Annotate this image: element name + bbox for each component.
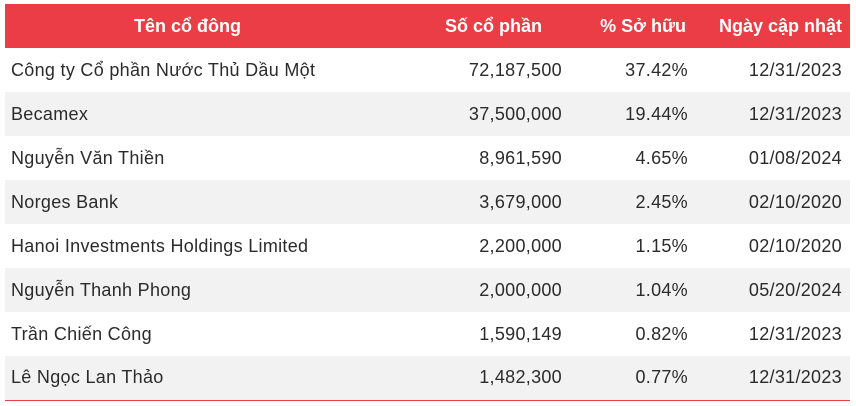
ownership-percent: 1.04% <box>635 279 688 300</box>
column-header-shares[interactable]: Số cổ phần <box>444 15 542 36</box>
share-count: 1,482,300 <box>370 356 562 401</box>
table-row: Nguyễn Văn Thiền 8,961,590 4.65% 01/08/2… <box>5 136 850 180</box>
shareholder-name: Lê Ngọc Lan Thảo <box>5 356 370 401</box>
table-row: Nguyễn Thanh Phong 2,000,000 1.04% 05/20… <box>5 268 850 312</box>
shareholder-name: Nguyễn Thanh Phong <box>11 279 192 300</box>
ownership-percent: 37.42% <box>625 59 688 80</box>
shareholder-name: Hanoi Investments Holdings Limited <box>11 235 309 256</box>
ownership-percent: 4.65% <box>635 147 688 168</box>
share-count: 1,590,149 <box>479 323 562 344</box>
column-header-update-date[interactable]: Ngày cập nhật <box>718 15 842 36</box>
shareholder-name: Trần Chiến Công <box>11 323 152 344</box>
table-body: Công ty Cổ phần Nước Thủ Dầu Một 72,187,… <box>5 48 850 401</box>
update-date: 02/10/2020 <box>748 235 842 256</box>
table-row: Becamex 37,500,000 19.44% 12/31/2023 <box>5 92 850 136</box>
ownership-percent: 1.15% <box>635 235 688 256</box>
shareholder-name: Norges Bank <box>11 191 119 212</box>
shareholder-name: Becamex <box>11 103 89 124</box>
header-row: Tên cổ đông Số cổ phần % Sở hữu Ngày cập… <box>5 4 850 48</box>
share-count: 3,679,000 <box>479 191 562 212</box>
update-date: 02/10/2020 <box>748 191 842 212</box>
share-count: 72,187,500 <box>468 59 562 80</box>
share-count: 8,961,590 <box>479 147 562 168</box>
update-date: 05/20/2024 <box>748 279 842 300</box>
table-row: Lê Ngọc Lan Thảo 1,482,300 0.77% 12/31/2… <box>5 356 850 401</box>
shareholders-table: Tên cổ đông Số cổ phần % Sở hữu Ngày cập… <box>5 4 850 401</box>
share-count: 2,200,000 <box>479 235 562 256</box>
table-header: Tên cổ đông Số cổ phần % Sở hữu Ngày cập… <box>5 4 850 48</box>
ownership-percent: 2.45% <box>635 191 688 212</box>
table-row: Trần Chiến Công 1,590,149 0.82% 12/31/20… <box>5 312 850 356</box>
shareholder-name: Công ty Cổ phần Nước Thủ Dầu Một <box>11 59 316 80</box>
table-row: Norges Bank 3,679,000 2.45% 02/10/2020 <box>5 180 850 224</box>
shareholder-name: Nguyễn Văn Thiền <box>11 147 165 168</box>
column-header-ownership-percent[interactable]: % Sở hữu <box>600 15 686 36</box>
update-date: 12/31/2023 <box>688 356 850 401</box>
update-date: 01/08/2024 <box>748 147 842 168</box>
column-header-name[interactable]: Tên cổ đông <box>134 15 241 36</box>
ownership-percent: 0.82% <box>635 323 688 344</box>
table-row: Công ty Cổ phần Nước Thủ Dầu Một 72,187,… <box>5 48 850 92</box>
update-date: 12/31/2023 <box>748 59 842 80</box>
table-row: Hanoi Investments Holdings Limited 2,200… <box>5 224 850 268</box>
ownership-percent: 0.77% <box>562 356 688 401</box>
share-count: 2,000,000 <box>479 279 562 300</box>
update-date: 12/31/2023 <box>748 103 842 124</box>
update-date: 12/31/2023 <box>748 323 842 344</box>
ownership-percent: 19.44% <box>625 103 688 124</box>
share-count: 37,500,000 <box>468 103 562 124</box>
